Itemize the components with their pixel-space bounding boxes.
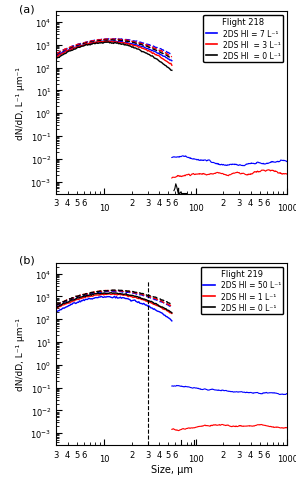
- X-axis label: Size, µm: Size, µm: [151, 465, 193, 474]
- Legend: 2DS HI = 7 L⁻¹, 2DS HI  = 3 L⁻¹, 2DS HI  = 0 L⁻¹: 2DS HI = 7 L⁻¹, 2DS HI = 3 L⁻¹, 2DS HI =…: [203, 16, 283, 63]
- Text: 1000: 1000: [277, 203, 296, 212]
- Y-axis label: dN/dD, L⁻¹ µm⁻¹: dN/dD, L⁻¹ µm⁻¹: [16, 67, 25, 139]
- Text: (a): (a): [19, 4, 35, 14]
- Text: 100: 100: [188, 203, 203, 212]
- Text: (b): (b): [19, 255, 35, 265]
- Text: 10: 10: [99, 454, 109, 463]
- Text: 100: 100: [188, 454, 203, 463]
- Text: 1000: 1000: [277, 454, 296, 463]
- Y-axis label: dN/dD, L⁻¹ µm⁻¹: dN/dD, L⁻¹ µm⁻¹: [16, 318, 25, 391]
- Text: 10: 10: [99, 203, 109, 212]
- Legend: 2DS HI = 50 L⁻¹, 2DS HI = 1 L⁻¹, 2DS HI = 0 L⁻¹: 2DS HI = 50 L⁻¹, 2DS HI = 1 L⁻¹, 2DS HI …: [201, 267, 283, 315]
